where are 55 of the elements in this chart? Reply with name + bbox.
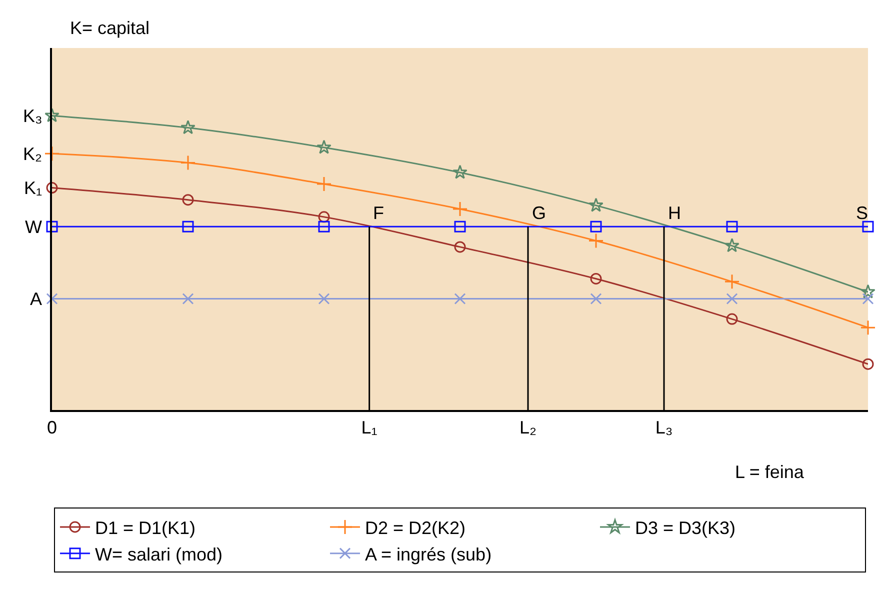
- point: [182, 293, 194, 304]
- annotation: H: [668, 203, 681, 223]
- point: [862, 293, 874, 304]
- x-tick-label: L₁: [361, 417, 378, 438]
- annotation: G: [532, 203, 546, 223]
- point: [860, 284, 876, 298]
- point: [726, 293, 738, 304]
- point: [588, 233, 604, 249]
- point: [452, 164, 468, 179]
- legend-label: D1 = D1(K1): [95, 518, 196, 538]
- point: [454, 241, 466, 253]
- x-tick-label: L₂: [520, 417, 537, 438]
- point: [318, 211, 330, 223]
- point: [724, 238, 740, 252]
- point: [726, 313, 738, 325]
- point: [454, 293, 466, 304]
- point: [590, 272, 602, 284]
- point: [44, 146, 60, 162]
- text: W: [25, 217, 42, 237]
- point: [182, 220, 194, 232]
- legend-label: D3 = D3(K3): [635, 518, 736, 538]
- point: [44, 108, 60, 122]
- x-tick-label: 0: [46, 417, 58, 438]
- x-axis-title: L = feina: [735, 462, 805, 482]
- annotation: F: [373, 203, 384, 223]
- point: [454, 220, 466, 232]
- point: [180, 155, 196, 171]
- point: [46, 220, 58, 232]
- legend-label: A = ingrés (sub): [365, 544, 492, 564]
- y-axis-title: K= capital: [70, 18, 150, 38]
- annotation: S: [856, 203, 868, 223]
- point: [452, 201, 468, 217]
- point: [862, 358, 874, 370]
- text: K₂: [23, 144, 42, 164]
- text: K₃: [23, 106, 42, 126]
- point: [590, 293, 602, 304]
- point: [724, 274, 740, 290]
- point: [318, 220, 330, 232]
- text: K₁: [24, 178, 42, 198]
- point: [182, 194, 194, 206]
- legend-label: D2 = D2(K2): [365, 518, 466, 538]
- point: [588, 198, 604, 212]
- point: [316, 176, 332, 192]
- point: [726, 220, 738, 232]
- x-tick-label: L₃: [655, 417, 673, 438]
- point: [318, 293, 330, 304]
- point: [862, 220, 874, 232]
- point: [316, 140, 332, 154]
- point: [590, 220, 602, 232]
- text: A: [30, 289, 42, 309]
- point: [46, 182, 58, 194]
- point: [46, 293, 58, 304]
- point: [860, 320, 876, 336]
- point: [180, 120, 196, 134]
- legend-label: W= salari (mod): [95, 544, 223, 564]
